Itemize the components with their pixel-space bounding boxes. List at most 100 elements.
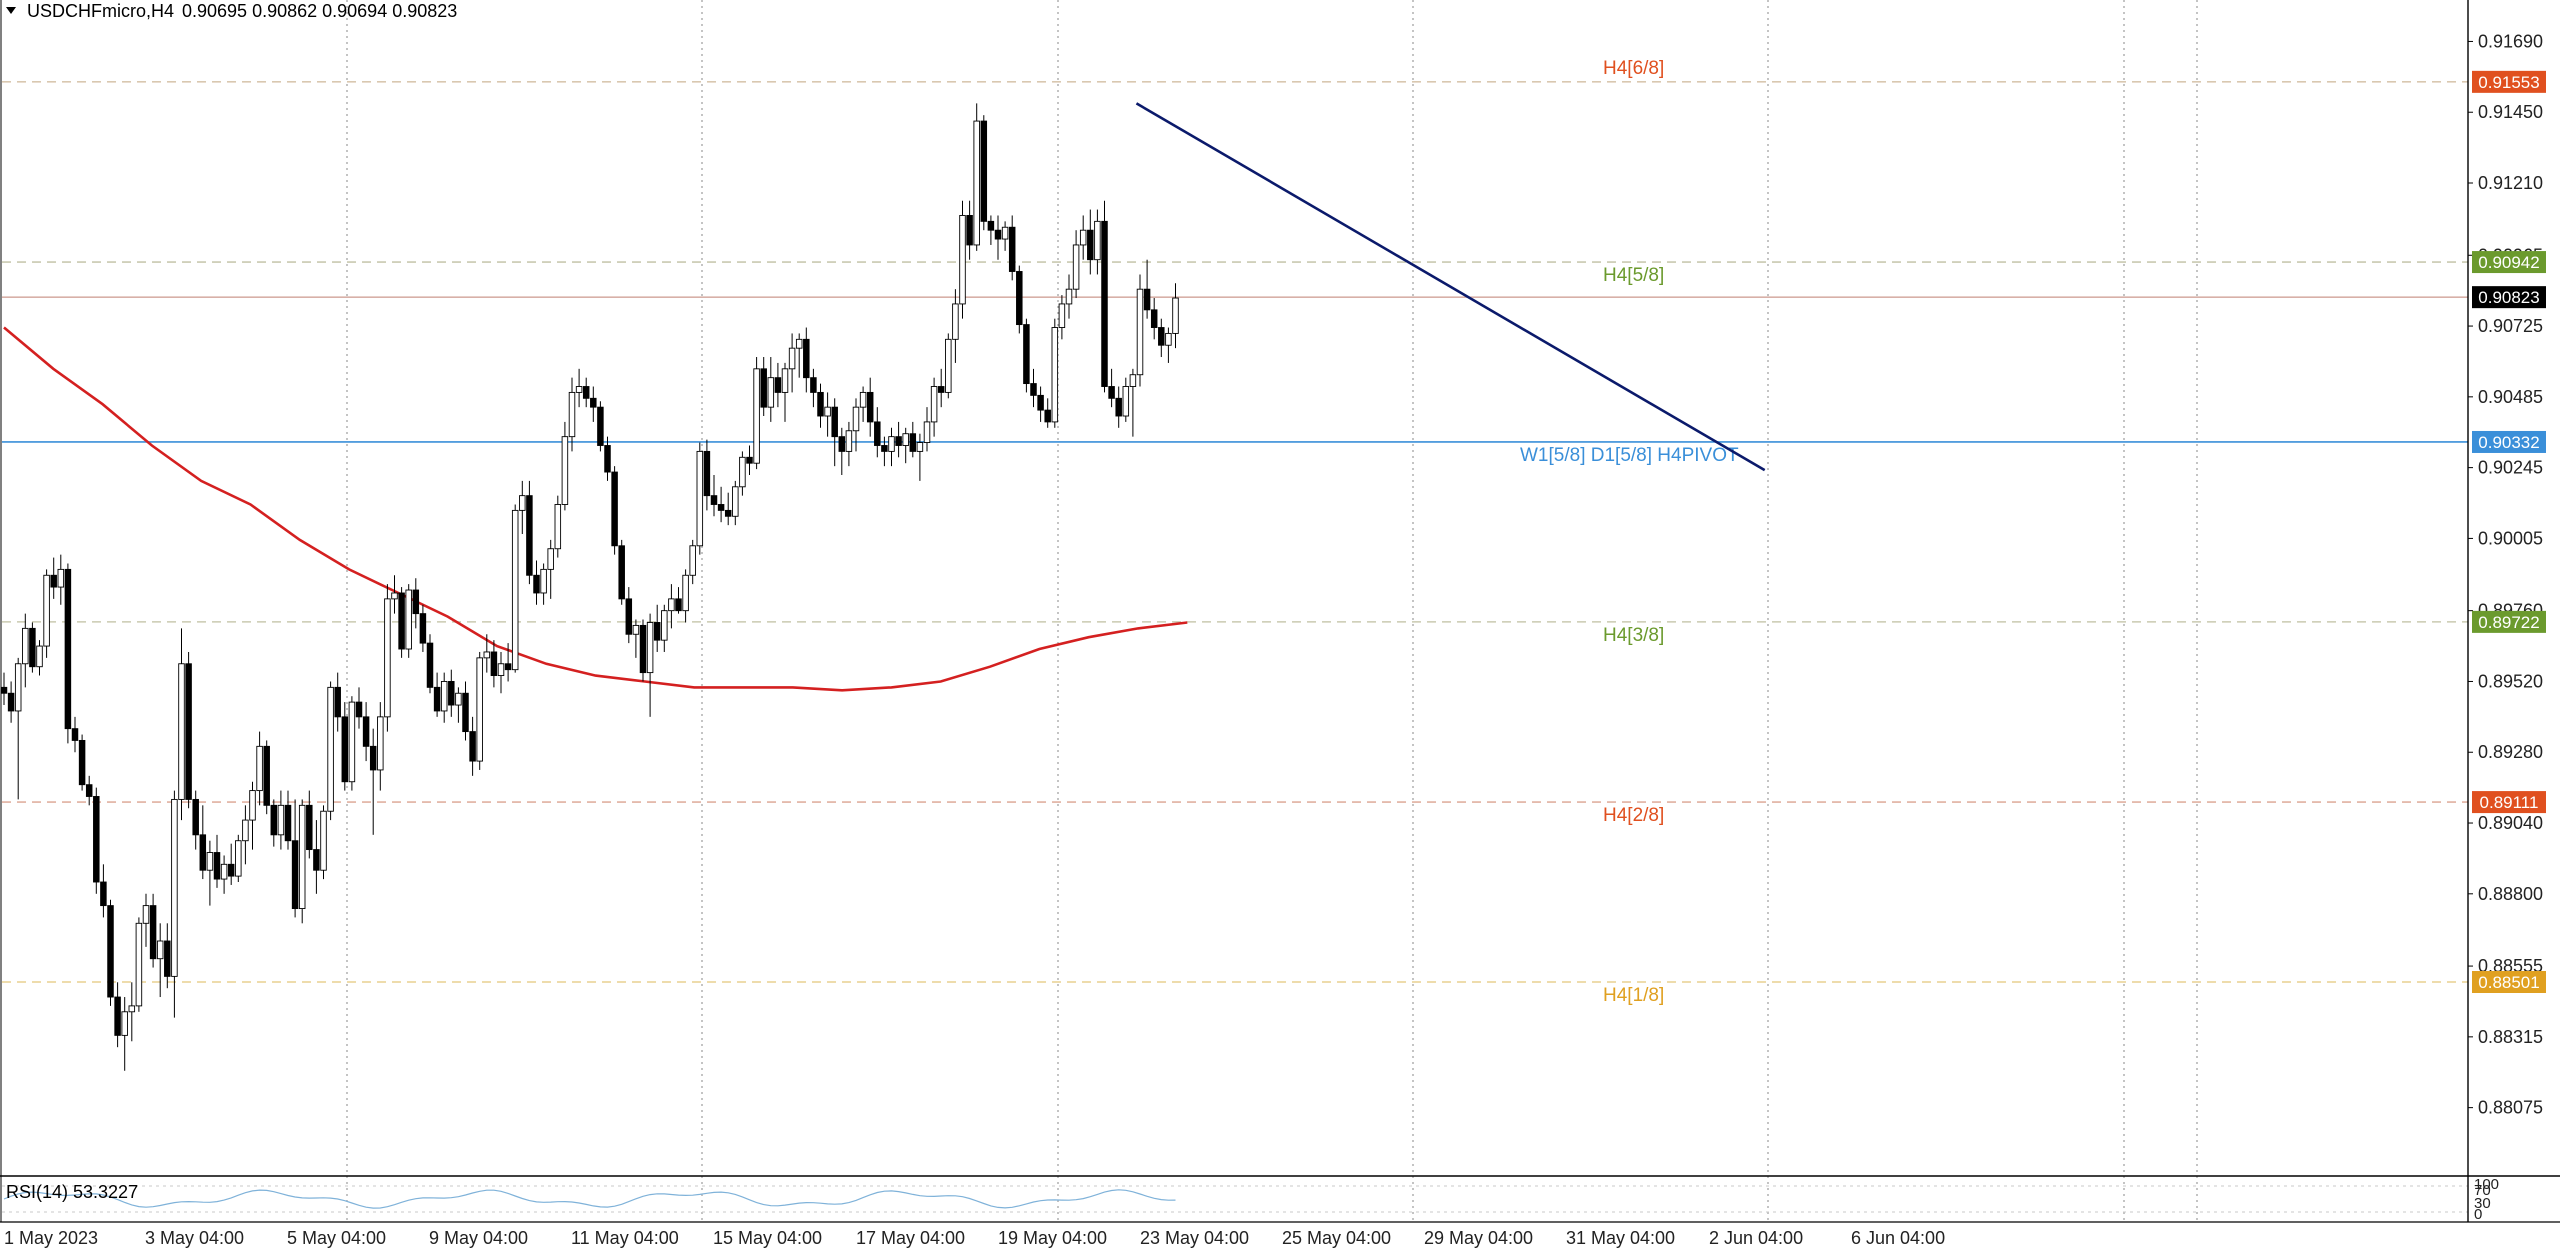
candle	[1094, 209, 1101, 275]
candle-body-down	[611, 471, 618, 547]
candle-body-up	[483, 651, 491, 659]
level-label: H4[5/8]	[1603, 265, 1664, 286]
candle-body-down	[199, 834, 207, 871]
candle	[661, 604, 668, 652]
candle-body-up	[753, 368, 760, 464]
candle-body-up	[256, 745, 263, 792]
candle-body-up	[320, 810, 327, 871]
candle-body-down	[100, 881, 107, 907]
rsi-tick-label: 100	[2474, 1176, 2499, 1193]
candle-body-down	[1150, 309, 1158, 328]
ohlc-values: 0.90695 0.90862 0.90694 0.90823	[182, 1, 457, 21]
candle-body-down	[618, 545, 625, 600]
candle-body-up	[1122, 386, 1130, 417]
candle	[50, 557, 57, 599]
candle-body-down	[29, 627, 36, 668]
candle-body-up	[959, 215, 966, 305]
candle-body-down	[533, 574, 540, 594]
candle	[824, 392, 831, 437]
candle	[703, 439, 711, 511]
candle-body-down	[1101, 220, 1108, 387]
y-tick-label: 0.89040	[2478, 813, 2543, 833]
candle	[320, 805, 327, 880]
trendline[interactable]	[1135, 102, 1766, 472]
trendline-segment[interactable]	[1135, 102, 1766, 472]
candle	[426, 634, 434, 694]
candle	[504, 643, 512, 682]
candle	[384, 584, 391, 732]
level-label: H4[6/8]	[1603, 58, 1664, 79]
candle	[462, 681, 469, 741]
candle	[142, 893, 150, 947]
candle	[774, 362, 782, 408]
candle-body-up	[1058, 303, 1066, 328]
candle-body-up	[43, 574, 50, 647]
candle-body-up	[788, 347, 796, 370]
candle-body-down	[419, 613, 427, 644]
candle	[582, 377, 590, 408]
candle-body-down	[469, 731, 476, 762]
candle-body-down	[881, 445, 888, 452]
candle	[85, 775, 93, 806]
price-badge	[2472, 970, 2546, 993]
candle-body-up	[455, 692, 462, 706]
candle-body-up	[1172, 297, 1179, 334]
price-badge-text: 0.88501	[2478, 973, 2539, 992]
candle-body-down	[1016, 271, 1023, 326]
candle	[597, 401, 604, 452]
candle-body-up	[1079, 229, 1087, 246]
x-tick-label: 15 May 04:00	[713, 1228, 822, 1248]
candle	[717, 486, 725, 523]
candle-body-up	[930, 386, 938, 423]
candle	[213, 834, 221, 888]
rsi-line	[3, 1189, 1176, 1209]
candle-body-up	[824, 406, 831, 417]
candle	[639, 619, 647, 682]
y-tick-label: 0.88075	[2478, 1098, 2543, 1118]
candle	[795, 333, 803, 378]
candle-body-up	[298, 804, 306, 910]
candle-body-up	[235, 840, 242, 877]
candle-body-down	[625, 598, 633, 635]
candle	[1037, 386, 1044, 422]
candle-body-up	[142, 905, 150, 924]
candle	[135, 917, 143, 1012]
candle	[923, 407, 931, 452]
candle-body-up	[121, 1011, 128, 1036]
candle	[199, 805, 207, 880]
candle	[817, 383, 824, 428]
candle-body-up	[476, 657, 483, 762]
candle-body-up	[384, 598, 391, 718]
candle	[1150, 298, 1158, 340]
candle-body-down	[831, 406, 838, 438]
candle	[128, 982, 136, 1042]
y-tick-label: 0.91450	[2478, 102, 2543, 122]
candle	[1001, 221, 1009, 251]
candle	[327, 681, 334, 821]
candle-body-up	[888, 436, 895, 452]
candle-body-up	[561, 436, 569, 505]
candle-body-down	[412, 589, 420, 615]
candle	[604, 436, 611, 481]
candle-body-up	[923, 421, 931, 444]
price-badge-text: 0.90332	[2478, 433, 2539, 452]
candle-body-down	[192, 798, 199, 836]
candle-body-down	[185, 663, 192, 800]
candle	[107, 899, 114, 1006]
candle-body-down	[760, 368, 767, 408]
candle-body-up	[36, 645, 43, 668]
candle	[1008, 215, 1016, 281]
candle-body-down	[838, 436, 846, 452]
candle	[1165, 327, 1172, 363]
candle	[980, 115, 988, 231]
candle	[909, 421, 917, 458]
candle	[1072, 230, 1080, 299]
candle	[1087, 209, 1094, 275]
candle	[306, 790, 313, 859]
collapse-triangle-icon[interactable]	[6, 7, 16, 14]
candle	[987, 215, 995, 245]
candle-body-up	[554, 504, 562, 550]
candle	[1108, 368, 1115, 408]
